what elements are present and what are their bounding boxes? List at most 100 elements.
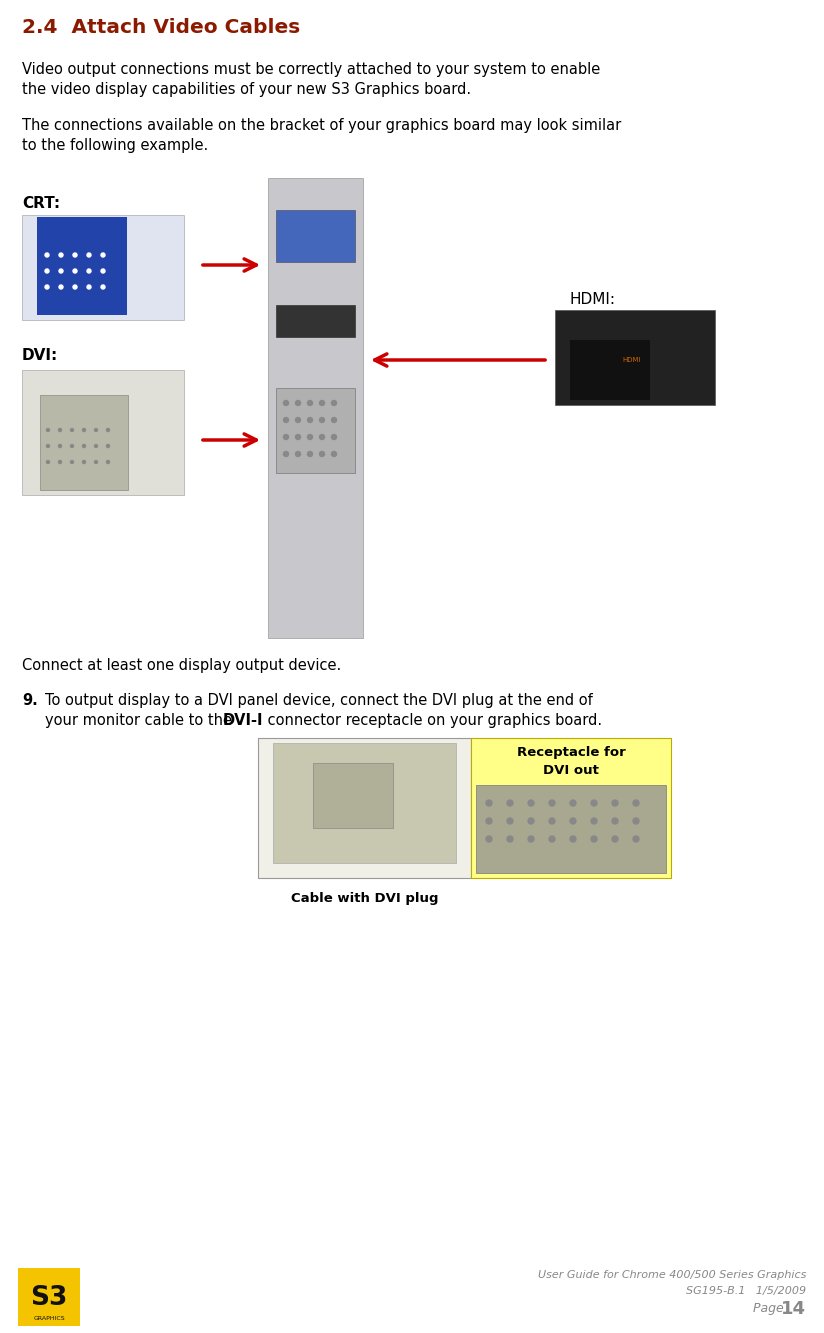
Circle shape [612, 818, 618, 824]
Circle shape [71, 428, 73, 432]
Circle shape [73, 269, 77, 273]
Text: GRAPHICS: GRAPHICS [33, 1316, 65, 1321]
Circle shape [612, 800, 618, 806]
Bar [471, 738, 671, 878]
Text: DVI-I: DVI-I [223, 713, 264, 728]
Bar [555, 311, 715, 405]
Circle shape [296, 452, 301, 456]
Circle shape [307, 417, 312, 423]
Circle shape [59, 428, 62, 432]
Circle shape [95, 460, 97, 464]
Circle shape [570, 836, 576, 842]
Circle shape [296, 435, 301, 440]
Circle shape [307, 452, 312, 456]
Circle shape [633, 800, 639, 806]
Circle shape [106, 428, 110, 432]
Circle shape [331, 452, 336, 456]
Circle shape [320, 435, 325, 440]
Circle shape [46, 428, 49, 432]
Circle shape [283, 400, 288, 405]
Circle shape [549, 836, 555, 842]
Bar [22, 215, 184, 320]
Circle shape [307, 435, 312, 440]
Bar [570, 340, 650, 400]
Circle shape [486, 800, 492, 806]
Bar [22, 371, 184, 495]
Circle shape [59, 460, 62, 464]
Circle shape [101, 285, 105, 289]
Bar [313, 762, 393, 828]
Text: 14: 14 [781, 1300, 806, 1318]
Circle shape [82, 460, 86, 464]
Text: the video display capabilities of your new S3 Graphics board.: the video display capabilities of your n… [22, 83, 471, 97]
Text: SG195-B.1   1/5/2009: SG195-B.1 1/5/2009 [686, 1286, 806, 1296]
Circle shape [59, 444, 62, 448]
Circle shape [95, 428, 97, 432]
Bar [276, 211, 355, 263]
Circle shape [71, 444, 73, 448]
Circle shape [307, 400, 312, 405]
Circle shape [507, 836, 513, 842]
Text: to the following example.: to the following example. [22, 139, 208, 153]
Circle shape [320, 400, 325, 405]
Circle shape [59, 253, 63, 257]
Circle shape [82, 428, 86, 432]
Circle shape [528, 800, 534, 806]
Text: HDMI: HDMI [623, 357, 641, 363]
Text: Connect at least one display output device.: Connect at least one display output devi… [22, 659, 341, 673]
Bar [276, 388, 355, 473]
Circle shape [549, 818, 555, 824]
Circle shape [73, 253, 77, 257]
Circle shape [45, 269, 49, 273]
Circle shape [45, 253, 49, 257]
Circle shape [87, 253, 91, 257]
Circle shape [101, 253, 105, 257]
Circle shape [507, 800, 513, 806]
Circle shape [633, 818, 639, 824]
Circle shape [507, 818, 513, 824]
Text: Page: Page [753, 1302, 788, 1314]
Text: your monitor cable to the: your monitor cable to the [45, 713, 236, 728]
Text: CRT:: CRT: [22, 196, 60, 211]
Bar [276, 305, 355, 337]
Text: The connections available on the bracket of your graphics board may look similar: The connections available on the bracket… [22, 119, 621, 133]
Text: 9.: 9. [22, 693, 38, 708]
Circle shape [331, 417, 336, 423]
Text: DVI:: DVI: [22, 348, 59, 363]
Circle shape [633, 836, 639, 842]
Bar [40, 395, 128, 491]
Circle shape [59, 269, 63, 273]
Circle shape [486, 836, 492, 842]
Circle shape [283, 417, 288, 423]
Circle shape [296, 400, 301, 405]
Text: User Guide for Chrome 400/500 Series Graphics: User Guide for Chrome 400/500 Series Gra… [537, 1270, 806, 1280]
Circle shape [331, 435, 336, 440]
Circle shape [101, 269, 105, 273]
Circle shape [71, 460, 73, 464]
Circle shape [591, 836, 597, 842]
Circle shape [73, 285, 77, 289]
Text: Cable with DVI plug: Cable with DVI plug [291, 892, 438, 905]
Circle shape [549, 800, 555, 806]
Bar [476, 785, 666, 873]
Circle shape [87, 285, 91, 289]
Circle shape [45, 285, 49, 289]
Text: 2.4  Attach Video Cables: 2.4 Attach Video Cables [22, 19, 300, 37]
Text: HDMI:: HDMI: [570, 292, 616, 307]
Circle shape [95, 444, 97, 448]
Text: DVI out: DVI out [543, 764, 599, 777]
Bar [258, 738, 471, 878]
Circle shape [528, 818, 534, 824]
Circle shape [570, 800, 576, 806]
Text: Receptacle for: Receptacle for [517, 746, 625, 758]
Circle shape [486, 818, 492, 824]
Bar [268, 179, 363, 639]
Text: Video output connections must be correctly attached to your system to enable: Video output connections must be correct… [22, 63, 600, 77]
Circle shape [570, 818, 576, 824]
Bar [273, 742, 456, 862]
Circle shape [591, 818, 597, 824]
Circle shape [106, 444, 110, 448]
Bar [37, 217, 127, 315]
Text: To output display to a DVI panel device, connect the DVI plug at the end of: To output display to a DVI panel device,… [45, 693, 592, 708]
Text: S3: S3 [30, 1285, 68, 1310]
